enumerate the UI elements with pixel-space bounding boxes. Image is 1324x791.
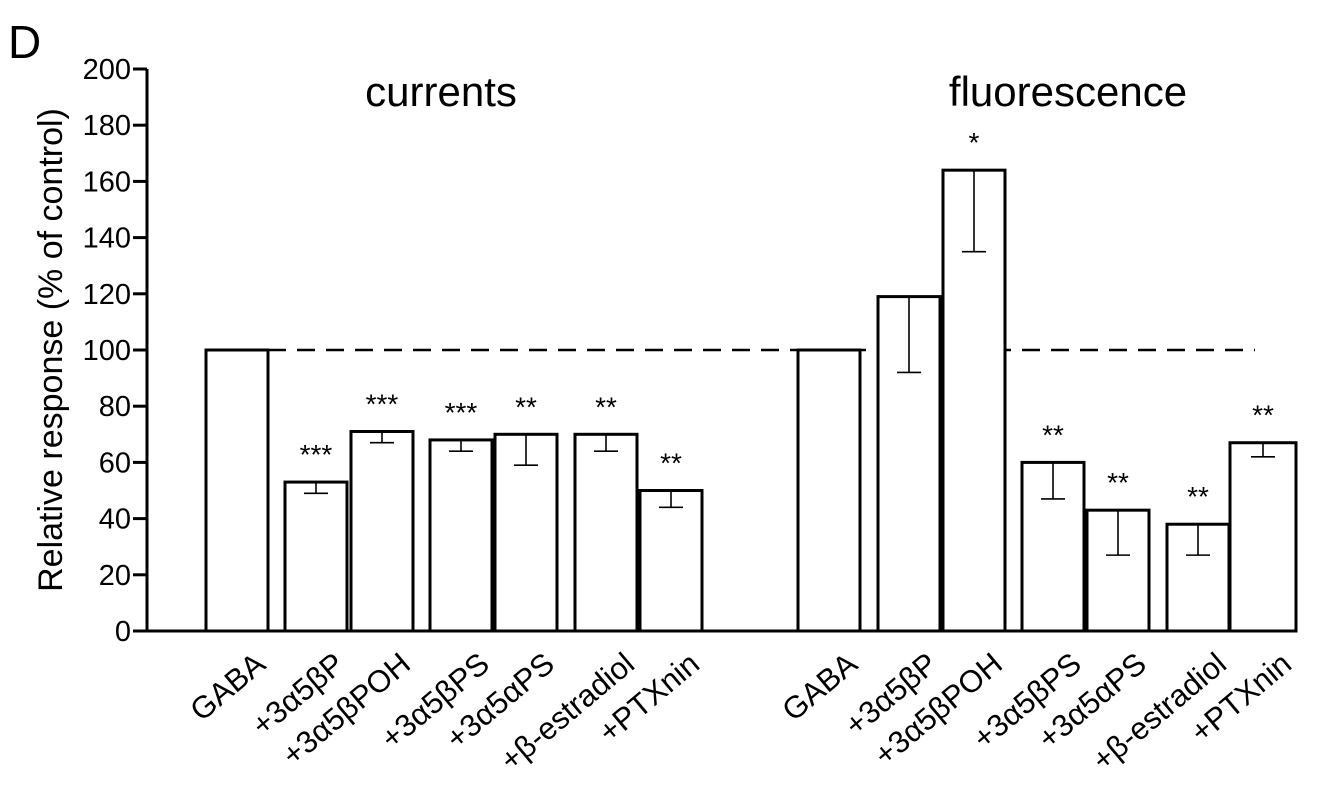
y-tick-label: 80	[99, 391, 131, 423]
y-tick-label: 40	[99, 504, 131, 536]
y-tick-label: 200	[83, 54, 131, 86]
y-tick-label: 0	[115, 616, 131, 648]
bar	[204, 348, 270, 633]
y-tick-label: 140	[83, 223, 131, 255]
panel-label: D	[8, 16, 41, 68]
significance-label: **	[1187, 481, 1209, 512]
bars	[204, 168, 1298, 633]
y-ticks: 0 20 40 60 80 100 120 140 160 180 200	[83, 54, 147, 648]
significance-label: **	[595, 391, 617, 422]
bar	[638, 489, 704, 633]
x-tick-labels: GABA+3α5βP+3α5βPOH+3α5βPS+3α5αPS+β-estra…	[183, 646, 1297, 778]
significance-label: **	[1042, 419, 1064, 450]
y-tick-label: 20	[99, 560, 131, 592]
y-tick-label: 60	[99, 447, 131, 479]
significance-labels: ****** *** ** ********* ****	[300, 127, 1274, 512]
y-tick-label: 160	[83, 166, 131, 198]
bar	[428, 438, 494, 633]
significance-label: **	[515, 391, 537, 422]
group-title: fluorescence	[949, 68, 1187, 115]
significance-label: *	[969, 127, 980, 158]
y-tick-label: 180	[83, 110, 131, 142]
error-bars	[304, 170, 1275, 556]
bar	[573, 432, 639, 633]
significance-label: **	[660, 448, 682, 479]
y-axis-label: Relative response (% of control)	[32, 108, 70, 592]
significance-label: ***	[300, 439, 333, 470]
bar	[349, 429, 415, 633]
bar	[796, 348, 862, 633]
group-title: currents	[365, 68, 517, 115]
significance-label: **	[1252, 400, 1274, 431]
significance-label: ***	[366, 388, 399, 419]
group-titles: currents fluorescence	[365, 68, 1187, 115]
bar	[1228, 441, 1298, 633]
y-tick-label: 120	[83, 279, 131, 311]
significance-label: **	[1107, 467, 1129, 498]
significance-label: ***	[445, 397, 478, 428]
y-tick-label: 100	[83, 335, 131, 367]
bar	[283, 480, 349, 633]
